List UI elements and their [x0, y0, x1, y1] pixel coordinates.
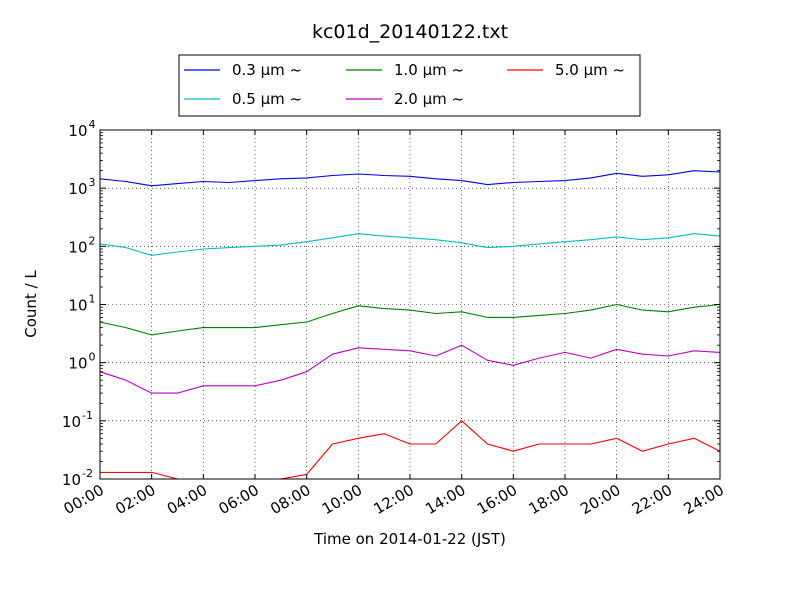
x-tick-label: 06:00	[216, 481, 262, 518]
y-tick-label-base: 10	[68, 180, 87, 198]
x-tick-label: 16:00	[474, 481, 520, 518]
x-tick-label: 14:00	[422, 481, 468, 518]
legend-item: 2.0 μm ~	[346, 90, 464, 108]
y-tick-label: 10 1	[68, 293, 95, 315]
x-axis-label: Time on 2014-01-22 (JST)	[313, 530, 506, 548]
y-tick-label-exponent: 1	[89, 293, 96, 306]
y-tick-label: 10 4	[68, 118, 95, 140]
x-tick-label: 02:00	[112, 481, 158, 518]
legend-label: 0.5 μm ~	[232, 90, 302, 108]
y-tick-label-base: 10	[62, 471, 81, 489]
x-tick-label: 10:00	[319, 481, 365, 518]
legend: 0.3 μm ~ 0.5 μm ~ 1.0 μm ~ 2.0 μm ~ 5.0 μm ~	[178, 54, 641, 117]
x-tick-label: 22:00	[629, 481, 675, 518]
x-tick-label: 12:00	[371, 481, 417, 518]
y-tick-label-base: 10	[68, 122, 87, 140]
legend-frame	[178, 54, 641, 117]
y-tick-label-exponent: 0	[89, 351, 96, 364]
y-tick-label-base: 10	[62, 413, 81, 431]
legend-label: 5.0 μm ~	[555, 61, 625, 79]
series-line-1	[99, 170, 721, 187]
x-tick-label: 20:00	[577, 481, 623, 518]
x-tick-label: 24:00	[681, 481, 727, 518]
series-line-2	[99, 233, 721, 256]
y-tick-label: 10 3	[68, 176, 95, 198]
legend-label: 1.0 μm ~	[394, 61, 464, 79]
y-axis-label: Count / L	[22, 270, 40, 338]
series-line-4	[99, 344, 721, 394]
axis-ticks: 00:00 02:00 04:00 06:00 08:00 10:00 12:00 14:00…	[61, 118, 727, 518]
y-tick-label: 10 -1	[62, 409, 93, 431]
y-tick-label: 10 0	[68, 351, 95, 373]
legend-label: 0.3 μm ~	[232, 61, 302, 79]
legend-item: 0.5 μm ~	[184, 90, 302, 108]
legend-item: 0.3 μm ~	[184, 61, 302, 79]
x-tick-label: 18:00	[526, 481, 572, 518]
y-tick-label-base: 10	[68, 297, 87, 315]
x-tick-label: 04:00	[164, 481, 210, 518]
y-tick-label-exponent: 2	[89, 234, 96, 247]
y-tick-label-base: 10	[68, 355, 87, 373]
y-tick-label-exponent: 3	[89, 176, 96, 189]
legend-label: 2.0 μm ~	[394, 90, 464, 108]
x-tick-label: 08:00	[267, 481, 313, 518]
y-tick-label-exponent: -2	[82, 467, 93, 480]
y-tick-label-exponent: -1	[82, 409, 93, 422]
legend-item: 5.0 μm ~	[507, 61, 625, 79]
chart-title: kc01d_20140122.txt	[312, 21, 508, 43]
y-tick-label: 10 -2	[62, 467, 93, 489]
y-tick-label-exponent: 4	[89, 118, 96, 131]
y-tick-label: 10 2	[68, 234, 95, 256]
series-lines	[99, 170, 721, 480]
series-line-3	[99, 303, 721, 336]
y-tick-label-base: 10	[68, 238, 87, 256]
legend-item: 1.0 μm ~	[346, 61, 464, 79]
